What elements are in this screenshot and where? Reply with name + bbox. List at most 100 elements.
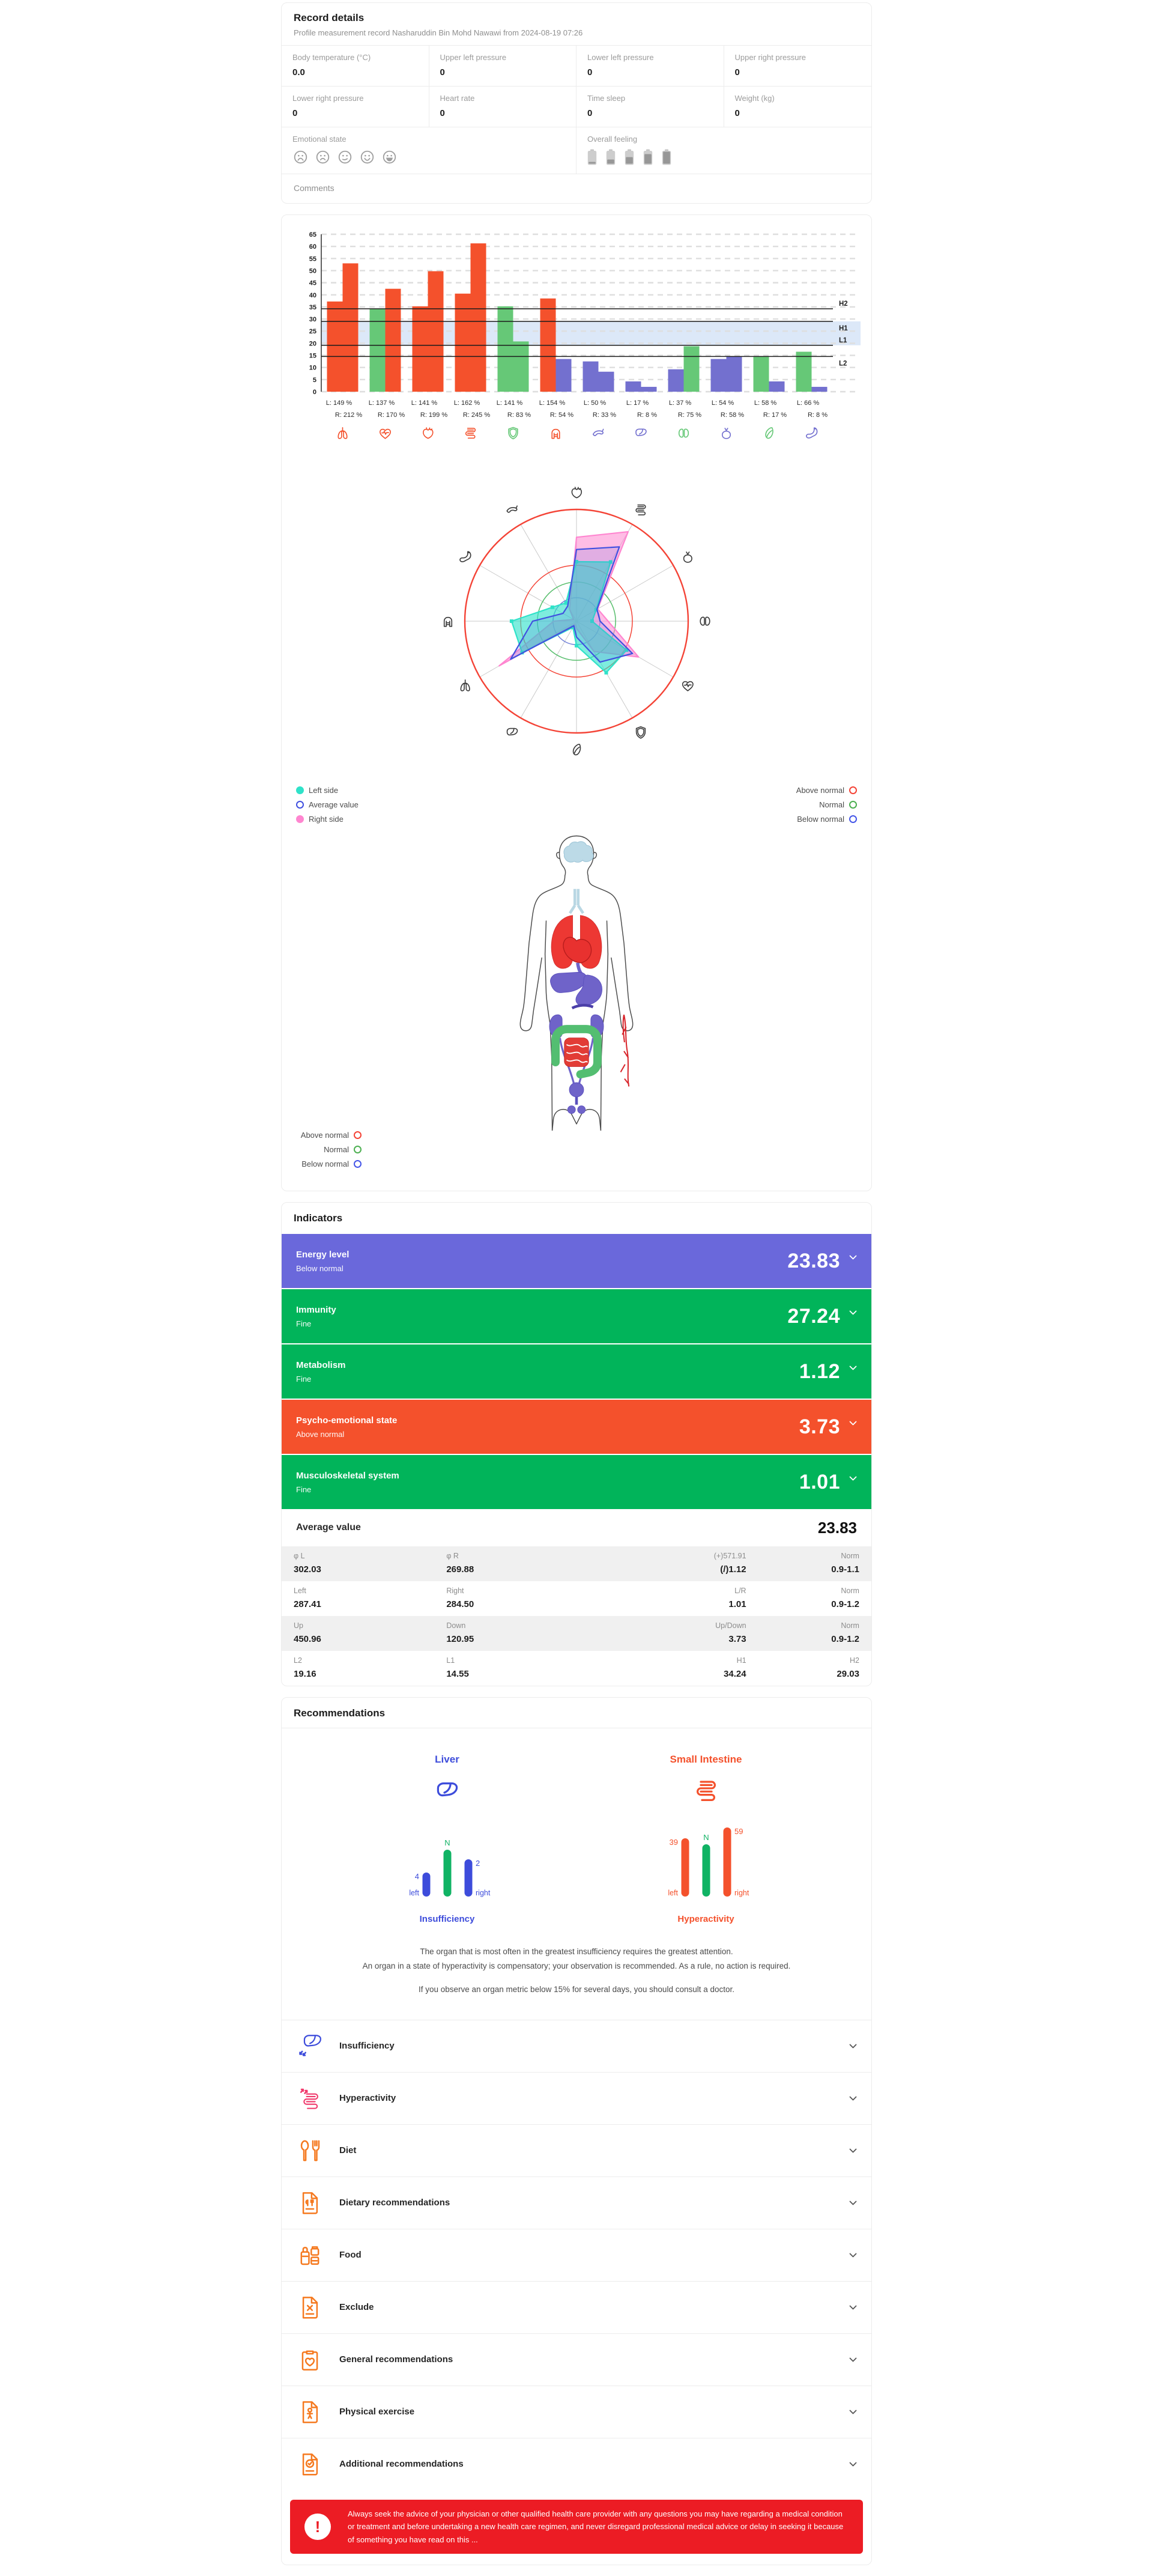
svg-text:65: 65: [309, 231, 316, 238]
chevron-down-icon[interactable]: [849, 2250, 857, 2261]
accordion-insufficiency[interactable]: Insufficiency: [282, 2019, 871, 2072]
record-field[interactable]: Lower right pressure 0: [282, 87, 429, 127]
accordion-additional-recommendations[interactable]: Additional recommendations: [282, 2437, 871, 2490]
large-intestine-organ: [551, 1025, 602, 1079]
face-very-sad-icon[interactable]: [292, 149, 309, 165]
chevron-down-icon[interactable]: [849, 2407, 857, 2417]
indicator-status: Below normal: [296, 1263, 343, 1273]
table-cell: L1 14.55: [446, 1656, 588, 1679]
face-neutral-icon[interactable]: [337, 149, 353, 165]
page: Record details Profile measurement recor…: [281, 0, 872, 2566]
svg-text:left: left: [409, 1889, 419, 1897]
cell-value: 287.41: [294, 1599, 321, 1609]
svg-text:L: 17 %: L: 17 %: [626, 399, 649, 407]
disclaimer-text: Always seek the advice of your physician…: [348, 2509, 844, 2544]
indicator-row-immunity[interactable]: Immunity Fine 27.24: [282, 1289, 871, 1343]
record-field[interactable]: Heart rate 0: [429, 87, 576, 127]
record-field[interactable]: Lower left pressure 0: [576, 46, 724, 87]
indicator-row-energy-level[interactable]: Energy level Below normal 23.83: [282, 1234, 871, 1288]
record-field[interactable]: Weight (kg) 0: [724, 87, 871, 127]
comments-field[interactable]: Comments: [282, 174, 871, 203]
svg-text:right: right: [734, 1889, 749, 1897]
battery-level-4-icon[interactable]: [643, 149, 653, 165]
chevron-down-icon[interactable]: [849, 2041, 857, 2052]
table-row: Left 287.41 Right 284.50 L/R 1.01 Norm 0.9-1.2: [282, 1581, 871, 1616]
indicator-texts: Psycho-emotional state Above normal: [296, 1415, 397, 1439]
chevron-down-icon[interactable]: [849, 1473, 857, 1484]
legend-label: Average value: [309, 800, 359, 809]
doc-person-icon: [296, 2398, 324, 2426]
human-body-illustration: [519, 835, 634, 1131]
accordion-label: Exclude: [339, 2302, 374, 2313]
accordion-hyperactivity[interactable]: Hyperactivity: [282, 2071, 871, 2124]
indicator-status: Fine: [296, 1374, 312, 1384]
record-field[interactable]: Time sleep 0: [576, 87, 724, 127]
battery-level-2-icon[interactable]: [606, 149, 616, 165]
bar-right-stomach: [811, 386, 828, 392]
indicator-texts: Musculoskeletal system Fine: [296, 1471, 399, 1494]
face-sad-icon[interactable]: [315, 149, 331, 165]
record-field[interactable]: Upper right pressure 0: [724, 46, 871, 87]
legend-item-normal: Normal: [796, 800, 857, 809]
radar-large-intestine-icon: [443, 616, 453, 627]
heart-icon: [423, 427, 434, 439]
battery-level-1-icon[interactable]: [587, 149, 597, 165]
bar-right-bladder: [726, 356, 742, 392]
indicator-row-musculoskeletal-system[interactable]: Musculoskeletal system Fine 1.01: [282, 1455, 871, 1509]
mini-bar-chart: 4 N 2 left right: [409, 1838, 491, 1897]
chevron-down-icon[interactable]: [849, 2354, 857, 2365]
legend-item-below-normal: Below normal: [796, 815, 857, 824]
organ-recommendation-liver: Liver 4 N 2 left right Insufficiency: [357, 1754, 537, 1924]
bar-left-liver: [625, 381, 641, 392]
svg-text:35: 35: [309, 304, 316, 311]
recommendation-note: The organ that is most often in the grea…: [420, 1947, 733, 1956]
legend-item-right-side: Right side: [296, 815, 359, 824]
bar-right-gallbladder: [769, 381, 785, 392]
record-field[interactable]: Body temperature (°C) 0.0: [282, 46, 429, 87]
accordion-exclude[interactable]: Exclude: [282, 2280, 871, 2333]
accordion-food[interactable]: Food: [282, 2228, 871, 2281]
record-title: Record details: [294, 12, 365, 23]
face-happy-icon[interactable]: [381, 149, 398, 165]
record-field[interactable]: Upper left pressure 0: [429, 46, 576, 87]
battery-level-5-icon[interactable]: [662, 149, 671, 165]
accordion-physical-exercise[interactable]: Physical exercise: [282, 2385, 871, 2438]
accordion-diet[interactable]: Diet: [282, 2124, 871, 2177]
table-cell: H2 29.03: [746, 1656, 859, 1679]
accordion-label: Additional recommendations: [339, 2459, 464, 2470]
chevron-down-icon[interactable]: [849, 2198, 857, 2208]
radar-bladder-icon: [683, 551, 692, 563]
indicator-row-psycho-emotional-state[interactable]: Psycho-emotional state Above normal 3.73: [282, 1400, 871, 1454]
chevron-down-icon[interactable]: [849, 1307, 857, 1318]
svg-text:5: 5: [313, 377, 316, 384]
face-smile-icon[interactable]: [359, 149, 375, 165]
comments-label: Comments: [294, 183, 334, 193]
metrics-table: φ L 302.03 φ R 269.88 (+)571.91 (/)1.12 Norm 0.…: [282, 1546, 871, 1686]
svg-text:R: 170 %: R: 170 %: [378, 412, 405, 419]
legend-label: Below normal: [301, 1159, 349, 1168]
chevron-down-icon[interactable]: [849, 2145, 857, 2156]
accordion-dietary-recommendations[interactable]: Dietary recommendations: [282, 2176, 871, 2229]
indicator-row-metabolism[interactable]: Metabolism Fine 1.12: [282, 1344, 871, 1399]
svg-text:R: 245 %: R: 245 %: [463, 412, 490, 419]
accordion-label: General recommendations: [339, 2354, 453, 2365]
svg-text:R: 199 %: R: 199 %: [420, 412, 447, 419]
legend-label: Normal: [819, 800, 844, 809]
chevron-down-icon[interactable]: [849, 2302, 857, 2313]
chevron-down-icon[interactable]: [849, 2459, 857, 2470]
chevron-down-icon[interactable]: [849, 1362, 857, 1373]
doc-check-icon: [296, 2450, 324, 2478]
chevron-down-icon[interactable]: [849, 1418, 857, 1429]
heart-pulse-icon: [380, 428, 391, 439]
kidneys-icon: [678, 428, 689, 438]
chevron-down-icon[interactable]: [849, 1252, 857, 1263]
chevron-down-icon[interactable]: [849, 2093, 857, 2104]
bar-left-lungs: [327, 301, 343, 392]
accordion-general-recommendations[interactable]: General recommendations: [282, 2333, 871, 2386]
table-cell: Left 287.41: [294, 1587, 446, 1609]
svg-text:R: 75 %: R: 75 %: [678, 412, 701, 419]
cell-label: (+)571.91: [713, 1552, 746, 1560]
cell-value: 302.03: [294, 1564, 321, 1575]
svg-text:45: 45: [309, 280, 316, 287]
battery-level-3-icon[interactable]: [625, 149, 634, 165]
